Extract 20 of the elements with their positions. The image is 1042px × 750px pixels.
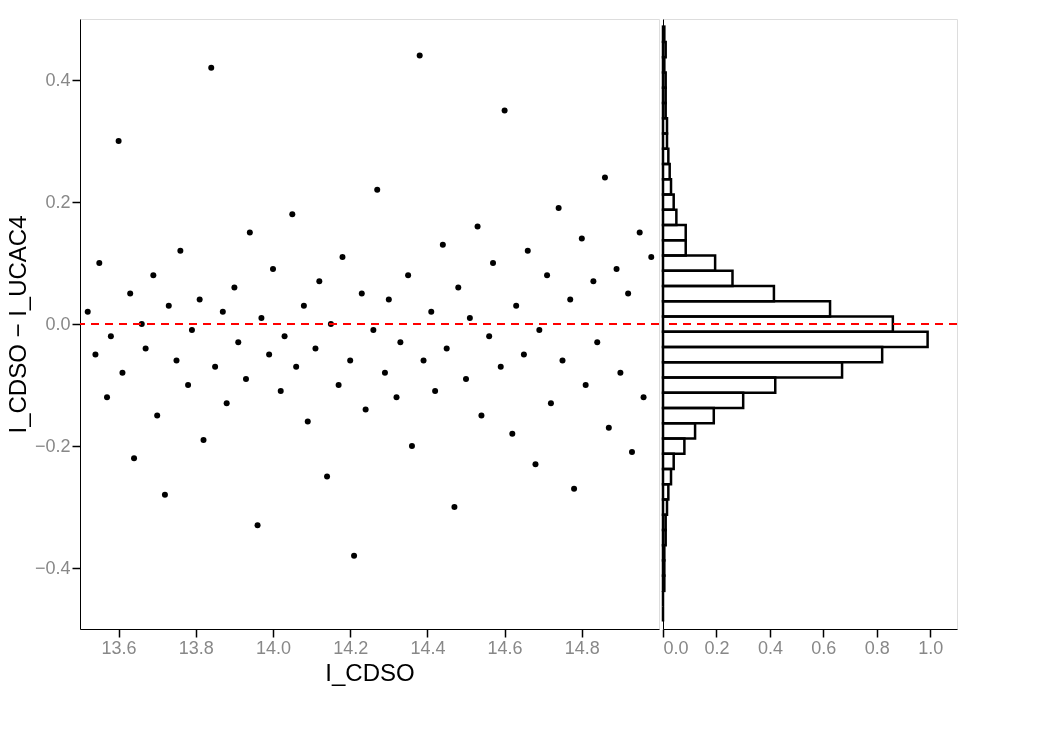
x-tick-label: 0.8 bbox=[864, 637, 890, 658]
x-tick-label: 0.4 bbox=[757, 637, 783, 658]
x-axis-title: I_CDSO bbox=[325, 658, 415, 686]
x-tick-label: 13.8 bbox=[178, 637, 214, 658]
x-tick-label: 0.0 bbox=[663, 637, 689, 658]
y-tick-label: 0.4 bbox=[45, 69, 71, 90]
y-tick-label: −0.4 bbox=[34, 557, 71, 578]
x-tick-label: 14.0 bbox=[255, 637, 292, 658]
x-tick-label: 14.6 bbox=[487, 637, 523, 658]
y-tick-label: 0.0 bbox=[45, 313, 71, 334]
x-tick-label: 13.6 bbox=[101, 637, 137, 658]
y-tick-label: −0.2 bbox=[34, 435, 71, 456]
y-tick-label: 0.2 bbox=[45, 191, 71, 212]
x-tick-label: 0.2 bbox=[704, 637, 730, 658]
y-axis-title: I_CDSO − I_UCAC4 bbox=[3, 215, 31, 434]
x-tick-label: 14.2 bbox=[333, 637, 369, 658]
x-tick-label: 14.8 bbox=[564, 637, 600, 658]
x-tick-label: 1.0 bbox=[918, 637, 944, 658]
x-tick-label: 14.4 bbox=[410, 637, 446, 658]
x-tick-label: 0.6 bbox=[811, 637, 837, 658]
